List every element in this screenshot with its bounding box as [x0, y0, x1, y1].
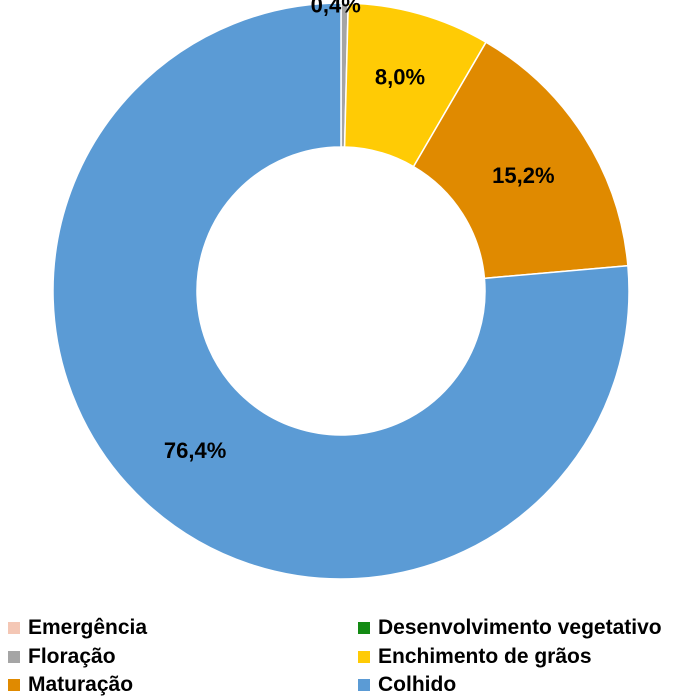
legend-label-enchimento-de-graos: Enchimento de grãos: [378, 645, 592, 668]
legend-item-enchimento-de-graos: Enchimento de grãos: [358, 643, 592, 671]
data-label-enchimento-de-graos: 8,0%: [375, 65, 425, 90]
legend-item-emergencia: Emergência: [8, 614, 147, 642]
legend-label-floracao: Floração: [28, 645, 116, 668]
legend-item-desenvolvimento-vegetativo: Desenvolvimento vegetativo: [358, 614, 662, 642]
legend-item-maturacao: Maturação: [8, 671, 133, 699]
legend-swatch-enchimento-de-graos: [358, 651, 370, 663]
data-label-colhido: 76,4%: [164, 438, 226, 463]
legend-swatch-emergencia: [8, 622, 20, 634]
legend-label-maturacao: Maturação: [28, 673, 134, 696]
data-label-floracao: 0,4%: [311, 0, 361, 18]
slice-colhido: [52, 2, 630, 580]
chart-legend: Emergência Desenvolvimento vegetativo Fl…: [8, 614, 690, 697]
donut-slices: [52, 2, 630, 580]
legend-label-emergencia: Emergência: [28, 616, 148, 639]
legend-swatch-floracao: [8, 651, 20, 663]
slice-maturacao: [412, 41, 629, 280]
legend-label-desenvolvimento-vegetativo: Desenvolvimento vegetativo: [378, 616, 662, 639]
legend-swatch-maturacao: [8, 679, 20, 691]
legend-item-floracao: Floração: [8, 643, 116, 671]
data-label-maturacao: 15,2%: [492, 163, 554, 188]
legend-swatch-desenvolvimento-vegetativo: [358, 622, 370, 634]
donut-labels: 0,4% 8,0% 15,2% 76,4%: [164, 0, 555, 463]
legend-swatch-colhido: [358, 679, 370, 691]
legend-label-colhido: Colhido: [378, 673, 457, 696]
legend-item-colhido: Colhido: [358, 671, 456, 699]
